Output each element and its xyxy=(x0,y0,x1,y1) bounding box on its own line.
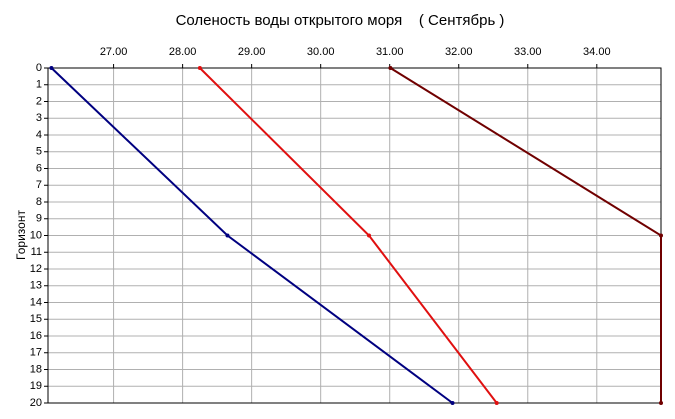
y-tick-label: 20 xyxy=(30,397,42,409)
data-point xyxy=(659,233,663,238)
data-point xyxy=(225,233,230,238)
y-tick-label: 8 xyxy=(36,196,42,208)
data-point xyxy=(49,66,54,70)
y-tick-label: 6 xyxy=(36,162,42,174)
data-point xyxy=(388,66,393,70)
y-tick-label: 10 xyxy=(30,229,42,241)
y-tick-label: 7 xyxy=(36,179,42,191)
y-tick-label: 9 xyxy=(36,213,42,225)
y-tick-label: 13 xyxy=(30,280,42,292)
x-tick-label: 30.00 xyxy=(307,46,335,58)
y-tick-label: 15 xyxy=(30,313,42,325)
data-point xyxy=(366,233,371,238)
x-tick-label: 29.00 xyxy=(238,46,266,58)
x-tick-label: 32.00 xyxy=(445,46,473,58)
y-axis-label: Горизонт xyxy=(14,210,28,260)
x-tick-label: 28.00 xyxy=(169,46,197,58)
data-point xyxy=(197,66,202,70)
x-tick-label: 31.00 xyxy=(376,46,404,58)
y-tick-label: 5 xyxy=(36,146,42,158)
y-tick-label: 1 xyxy=(36,79,42,91)
data-point xyxy=(494,401,499,405)
y-tick-label: 2 xyxy=(36,95,42,107)
y-tick-label: 16 xyxy=(30,330,42,342)
y-tick-label: 4 xyxy=(36,129,42,141)
y-tick-label: 12 xyxy=(30,263,42,275)
y-tick-label: 19 xyxy=(30,380,42,392)
y-tick-label: 0 xyxy=(36,62,42,74)
y-tick-label: 18 xyxy=(30,363,42,375)
y-tick-label: 3 xyxy=(36,112,42,124)
data-point xyxy=(450,401,455,405)
x-tick-label: 34.00 xyxy=(583,46,611,58)
data-point xyxy=(659,401,663,405)
x-tick-label: 27.00 xyxy=(100,46,128,58)
y-tick-label: 14 xyxy=(30,296,42,308)
y-tick-label: 17 xyxy=(30,347,42,359)
y-tick-label: 11 xyxy=(31,246,42,258)
chart-title: Соленость воды открытого моря ( Сентябрь… xyxy=(176,12,505,29)
x-tick-label: 33.00 xyxy=(514,46,542,58)
